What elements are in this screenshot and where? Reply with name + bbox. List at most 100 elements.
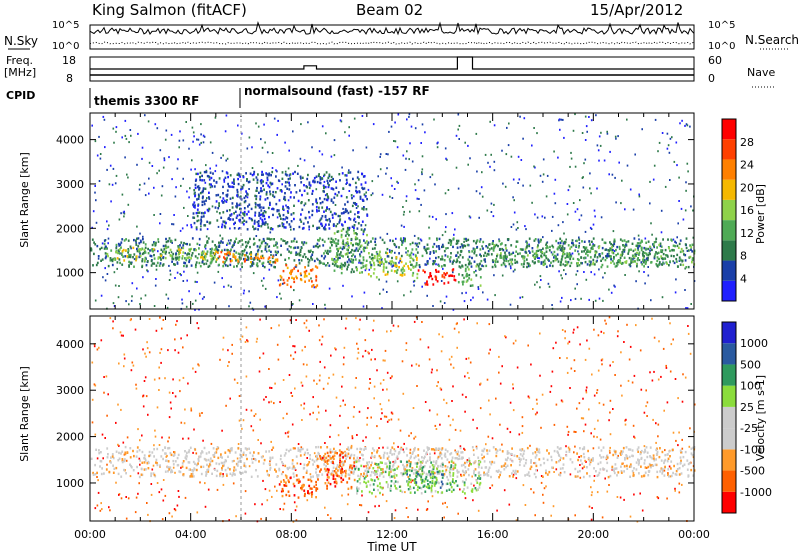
power-echo-cell <box>307 173 309 177</box>
power-echo-cell <box>410 263 412 266</box>
power-echo-cell <box>348 217 351 220</box>
power-echo-cell <box>143 248 146 251</box>
power-scatter-cell <box>533 165 535 168</box>
power-echo-cell <box>560 257 563 261</box>
power-echo-cell <box>358 216 360 219</box>
power-echo-cell <box>311 192 314 195</box>
power-echo-cell <box>321 238 324 242</box>
power-scatter-cell <box>538 257 541 260</box>
power-scatter-cell <box>113 305 116 307</box>
velocity-echo-cell <box>449 453 452 456</box>
power-echo-cell <box>660 245 663 248</box>
power-echo-cell <box>633 237 636 240</box>
velocity-scatter-cell <box>425 509 428 511</box>
power-echo-cell <box>504 251 506 254</box>
velocity-echo-cell <box>136 446 139 449</box>
velocity-echo-cell <box>535 475 537 479</box>
power-echo-cell <box>198 261 201 265</box>
velocity-scatter-cell <box>694 403 696 406</box>
velocity-scatter-cell <box>385 415 388 418</box>
power-echo-cell <box>386 255 389 258</box>
power-echo-cell <box>405 262 407 265</box>
velocity-scatter-cell <box>198 364 200 367</box>
power-echo-cell <box>300 201 303 204</box>
power-echo-cell <box>353 217 356 220</box>
power-echo-cell <box>289 173 292 176</box>
power-echo-cell <box>351 248 353 252</box>
power-scatter-cell <box>248 290 250 293</box>
velocity-scatter-cell <box>643 445 646 448</box>
power-echo-cell <box>376 254 379 258</box>
power-echo-cell <box>261 223 264 226</box>
power-echo-cell <box>334 192 337 196</box>
power-scatter-cell <box>413 234 416 237</box>
power-echo-cell <box>197 193 200 196</box>
velocity-echo-cell <box>388 459 390 463</box>
velocity-echo-cell <box>409 456 412 460</box>
power-echo-cell <box>691 261 693 264</box>
velocity-scatter-cell <box>360 504 363 507</box>
power-scatter-cell <box>692 209 694 212</box>
power-echo-cell <box>118 248 121 251</box>
velocity-scatter-cell <box>664 449 666 452</box>
velocity-scatter-cell <box>282 417 285 420</box>
power-echo-cell <box>324 249 327 253</box>
power-echo-cell <box>234 221 236 224</box>
velocity-echo-cell <box>159 464 161 467</box>
velocity-echo-cell <box>406 464 409 467</box>
power-scatter-cell <box>101 242 104 245</box>
velocity-echo-cell <box>141 461 144 464</box>
cpid-segment-2: normalsound (fast) -157 RF <box>244 84 430 98</box>
power-echo-cell <box>221 199 223 203</box>
velocity-scatter-cell <box>122 334 124 337</box>
power-echo-cell <box>278 199 281 202</box>
velocity-scatter-cell <box>495 397 497 400</box>
power-echo-cell <box>526 262 529 265</box>
power-echo-cell <box>385 266 388 269</box>
velocity-scatter-cell <box>534 413 537 416</box>
power-echo-cell <box>683 253 685 256</box>
power-scatter-cell <box>685 307 687 309</box>
power-echo-cell <box>224 176 227 179</box>
velocity-echo-cell <box>590 458 593 461</box>
power-echo-cell <box>268 249 271 252</box>
power-echo-cell <box>354 236 357 239</box>
velocity-scatter-cell <box>142 394 145 397</box>
power-scatter-cell <box>209 141 212 144</box>
power-echo-cell <box>393 270 396 273</box>
power-echo-cell <box>353 232 356 235</box>
velocity-scatter-cell <box>350 444 353 447</box>
velocity-scatter-cell <box>514 339 517 342</box>
power-scatter-cell <box>576 270 579 273</box>
power-scatter-cell <box>327 262 329 264</box>
velocity-scatter-cell <box>100 339 103 342</box>
power-scatter-cell <box>536 257 539 259</box>
power-scatter-cell <box>217 270 220 273</box>
power-echo-cell <box>142 238 144 241</box>
power-echo-cell <box>268 185 271 189</box>
velocity-scatter-cell <box>553 471 555 473</box>
velocity-scatter-cell <box>635 324 637 327</box>
velocity-scatter-cell <box>657 435 659 438</box>
velocity-scatter-cell <box>405 349 408 351</box>
velocity-scatter-cell <box>182 437 184 440</box>
power-echo-cell <box>281 171 284 174</box>
power-echo-cell <box>654 253 657 256</box>
power-scatter-cell <box>180 274 182 277</box>
power-echo-cell <box>392 261 395 264</box>
power-scatter-cell <box>177 158 179 161</box>
power-echo-cell <box>239 195 242 198</box>
power-echo-cell <box>608 249 611 252</box>
power-echo-cell <box>373 261 375 265</box>
power-scatter-cell <box>463 240 465 243</box>
power-scatter-cell <box>112 167 115 170</box>
power-echo-cell <box>441 274 444 277</box>
power-echo-cell <box>435 276 438 279</box>
velocity-scatter-cell <box>257 439 259 441</box>
power-echo-cell <box>109 259 112 262</box>
power-echo-cell <box>528 237 531 240</box>
power-echo-cell <box>295 240 298 243</box>
power-echo-cell <box>632 249 635 253</box>
power-scatter-cell <box>251 146 253 149</box>
power-echo-cell <box>344 261 346 265</box>
